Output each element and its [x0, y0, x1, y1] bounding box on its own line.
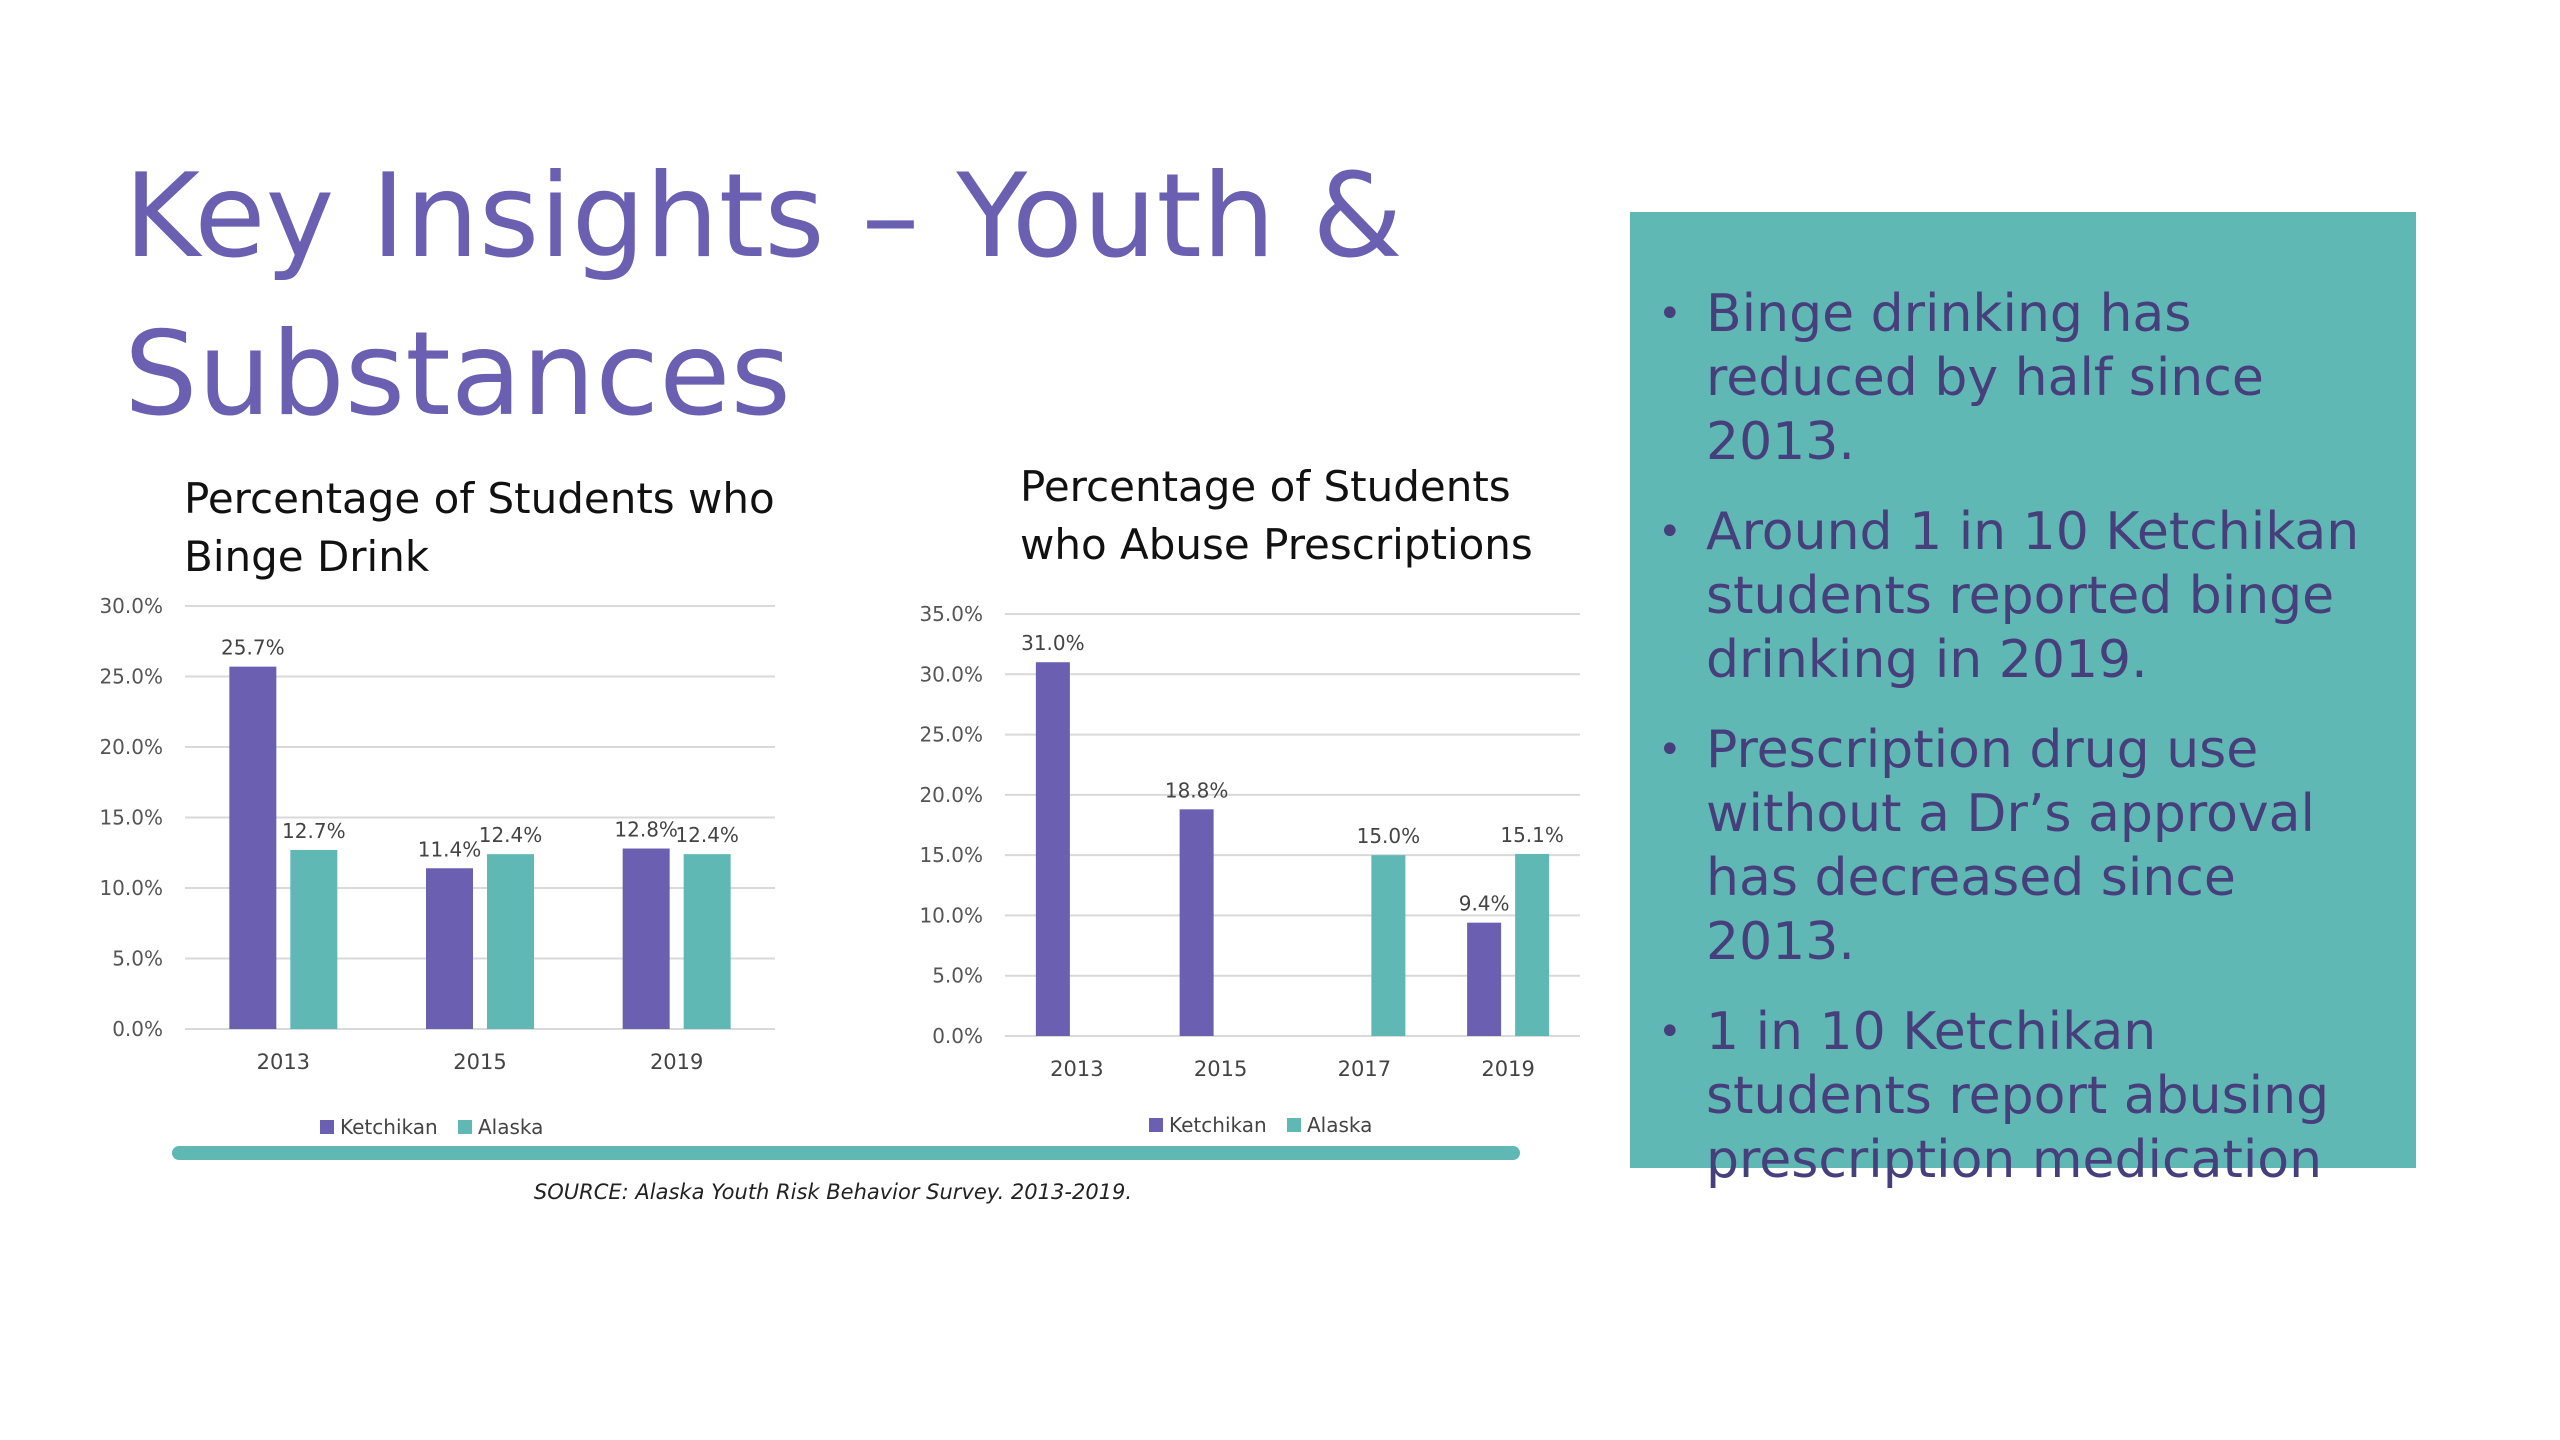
insights-list: • Binge drinking has reduced by half sinc… [1654, 282, 2376, 1192]
legend-label-alaska: Alaska [478, 1115, 543, 1139]
bar-ketchikan-2015 [1179, 809, 1214, 1036]
legend-label-ketchikan: Ketchikan [1169, 1113, 1267, 1137]
slide-title-line2: Substances [124, 307, 791, 442]
insight-text: Around 1 in 10 Ketchikan students report… [1706, 502, 2360, 690]
binge-drink-chart: 0.0% 5.0% 10.0% 15.0% 20.0% 25.0% 30.0% 25.7% 12… [99, 594, 775, 1139]
bullet-icon: • [1658, 291, 1682, 337]
bar-ketchikan-2013 [229, 666, 277, 1029]
legend-swatch [1287, 1118, 1301, 1132]
prescription-chart-title-line2: who Abuse Prescriptions [1020, 520, 1533, 569]
x-tick-label: 2013 [257, 1050, 310, 1074]
teal-divider-bar [172, 1146, 1520, 1160]
legend-swatch [320, 1120, 334, 1134]
bullet-icon: • [1658, 1009, 1682, 1055]
legend-label-ketchikan: Ketchikan [340, 1115, 438, 1139]
data-label: 12.4% [675, 823, 739, 847]
x-tick-label: 2017 [1338, 1057, 1391, 1081]
data-label: 12.4% [479, 823, 543, 847]
insight-item: • Binge drinking has reduced by half sinc… [1654, 282, 2376, 474]
prescription-chart: 0.0% 5.0% 10.0% 15.0% 20.0% 25.0% 30.0% 35.0% 31… [919, 602, 1580, 1137]
bar-alaska-2017 [1371, 855, 1406, 1036]
y-tick-label: 10.0% [919, 903, 983, 927]
y-tick-label: 5.0% [932, 964, 983, 988]
legend-label-alaska: Alaska [1307, 1113, 1372, 1137]
y-tick-label: 25.0% [99, 665, 163, 689]
bar-ketchikan-2019 [1467, 922, 1502, 1036]
y-tick-label: 15.0% [99, 806, 163, 830]
bar-ketchikan-2019 [622, 848, 670, 1029]
y-tick-label: 0.0% [932, 1024, 983, 1048]
prescription-chart-title-line1: Percentage of Students [1020, 462, 1511, 511]
insight-text: Prescription drug use without a Dr’s app… [1706, 720, 2315, 972]
bullet-icon: • [1658, 509, 1682, 555]
data-label: 18.8% [1165, 778, 1229, 802]
data-label: 25.7% [221, 636, 285, 660]
y-tick-label: 35.0% [919, 602, 983, 626]
data-label: 12.7% [282, 819, 346, 843]
x-tick-label: 2019 [1481, 1057, 1534, 1081]
data-label: 31.0% [1021, 631, 1085, 655]
bar-ketchikan-2015 [426, 868, 473, 1029]
insight-item: • 1 in 10 Ketchikan students report abusi… [1654, 1000, 2376, 1192]
data-label: 15.1% [1500, 823, 1564, 847]
y-tick-label: 30.0% [919, 662, 983, 686]
data-label: 11.4% [418, 837, 482, 861]
binge-drink-chart-title-line1: Percentage of Students who [184, 474, 775, 523]
data-label: 9.4% [1459, 892, 1510, 916]
bullet-icon: • [1658, 727, 1682, 773]
bar-alaska-2019 [683, 854, 731, 1029]
bar-alaska-2013 [290, 849, 338, 1029]
bar-alaska-2015 [487, 854, 534, 1029]
insights-panel: • Binge drinking has reduced by half sinc… [1630, 212, 2416, 1190]
bar-ketchikan-2013 [1035, 662, 1070, 1036]
y-tick-label: 10.0% [99, 876, 163, 900]
x-tick-label: 2015 [453, 1050, 506, 1074]
x-tick-label: 2013 [1050, 1057, 1103, 1081]
binge-drink-chart-title: Percentage of Students who Binge Drink [184, 470, 804, 586]
y-tick-label: 20.0% [919, 783, 983, 807]
y-tick-label: 5.0% [112, 947, 163, 971]
insight-text: Binge drinking has reduced by half since… [1706, 284, 2264, 472]
binge-drink-chart-title-line2: Binge Drink [184, 532, 430, 581]
data-label: 15.0% [1357, 824, 1421, 848]
insight-item: • Around 1 in 10 Ketchikan students repor… [1654, 500, 2376, 692]
legend-swatch [458, 1120, 472, 1134]
legend-swatch [1149, 1118, 1163, 1132]
y-tick-label: 20.0% [99, 735, 163, 759]
bar-alaska-2019 [1515, 853, 1550, 1036]
y-tick-label: 25.0% [919, 723, 983, 747]
prescription-chart-title: Percentage of Students who Abuse Prescri… [1020, 458, 1620, 574]
insight-text: 1 in 10 Ketchikan students report abusin… [1706, 1002, 2330, 1190]
x-tick-label: 2019 [650, 1050, 703, 1074]
slide-title: Key Insights – Youth & Substances [124, 138, 1424, 454]
insight-item: • Prescription drug use without a Dr’s ap… [1654, 718, 2376, 974]
y-tick-label: 0.0% [112, 1017, 163, 1041]
data-label: 12.8% [614, 818, 678, 842]
x-tick-label: 2015 [1194, 1057, 1247, 1081]
y-tick-label: 15.0% [919, 843, 983, 867]
slide-title-line1: Key Insights – Youth & [124, 149, 1403, 284]
y-tick-label: 30.0% [99, 594, 163, 618]
source-note: SOURCE: Alaska Youth Risk Behavior Surve… [533, 1180, 1133, 1204]
